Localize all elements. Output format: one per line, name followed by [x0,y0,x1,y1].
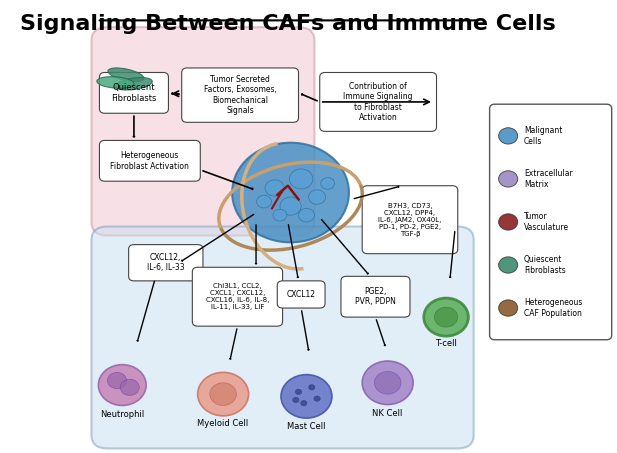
Text: Malignant
Cells: Malignant Cells [524,126,563,145]
Text: Mast Cell: Mast Cell [288,422,326,431]
Circle shape [314,396,320,401]
Circle shape [107,372,126,389]
Circle shape [210,383,236,405]
Text: Extracellular
Matrix: Extracellular Matrix [524,169,573,188]
Text: Neutrophil: Neutrophil [100,410,144,419]
Text: Quiescent
Fibroblasts: Quiescent Fibroblasts [524,255,566,275]
Circle shape [362,361,413,405]
FancyBboxPatch shape [91,226,474,448]
Circle shape [499,214,518,230]
Ellipse shape [108,68,144,82]
Text: Chi3L1, CCL2,
CXCL1, CXCL12,
CXCL16, IL-6, IL-8,
IL-11, IL-33, LIF: Chi3L1, CCL2, CXCL1, CXCL12, CXCL16, IL-… [205,283,269,310]
FancyBboxPatch shape [193,267,283,326]
Text: Contribution of
Immune Signaling
to Fibroblast
Activation: Contribution of Immune Signaling to Fibr… [344,82,413,122]
Ellipse shape [97,77,134,88]
FancyBboxPatch shape [362,186,458,254]
Text: Heterogeneous
Fibroblast Activation: Heterogeneous Fibroblast Activation [110,151,189,170]
Circle shape [265,180,284,196]
Text: B7H3, CD73,
CXCL12, DPP4,
IL-6, JAM2, OX40L,
PD-1, PD-2, PGE2,
TGF-β: B7H3, CD73, CXCL12, DPP4, IL-6, JAM2, OX… [378,202,442,237]
Circle shape [434,307,458,327]
Circle shape [321,178,334,189]
Circle shape [257,195,271,208]
Text: CXCL12,
IL-6, IL-33: CXCL12, IL-6, IL-33 [147,253,184,272]
FancyBboxPatch shape [320,72,436,131]
Text: NK Cell: NK Cell [373,409,403,418]
Circle shape [499,300,518,316]
Text: T-cell: T-cell [435,339,457,348]
FancyBboxPatch shape [277,281,325,308]
Circle shape [197,372,249,416]
Circle shape [424,298,468,336]
Circle shape [292,397,299,403]
Text: Signaling Between CAFs and Immune Cells: Signaling Between CAFs and Immune Cells [20,14,556,34]
Circle shape [499,128,518,144]
Text: Tumor Secreted
Factors, Exosomes,
Biomechanical
Signals: Tumor Secreted Factors, Exosomes, Biomec… [204,75,276,115]
Circle shape [375,371,401,394]
Circle shape [280,197,301,215]
Circle shape [120,379,139,395]
Circle shape [232,143,349,242]
Circle shape [499,171,518,187]
Circle shape [499,257,518,273]
Circle shape [299,208,315,222]
FancyBboxPatch shape [128,245,203,281]
Circle shape [296,389,302,395]
Circle shape [300,400,307,406]
Text: Myeloid Cell: Myeloid Cell [197,419,249,428]
Circle shape [273,209,287,221]
Text: CXCL12: CXCL12 [287,290,316,299]
FancyBboxPatch shape [341,276,410,317]
Circle shape [281,375,332,418]
FancyBboxPatch shape [91,27,315,236]
Text: PGE2,
PVR, PDPN: PGE2, PVR, PDPN [355,287,396,306]
Circle shape [289,169,313,189]
FancyBboxPatch shape [490,104,611,340]
Text: Heterogeneous
CAF Population: Heterogeneous CAF Population [524,299,582,318]
Text: Quiescent
Fibroblasts: Quiescent Fibroblasts [111,83,157,102]
FancyBboxPatch shape [182,68,299,122]
Circle shape [308,190,326,204]
FancyBboxPatch shape [99,72,168,113]
Text: Tumor
Vasculature: Tumor Vasculature [524,212,569,231]
FancyBboxPatch shape [99,140,201,181]
Circle shape [308,385,315,390]
Ellipse shape [115,77,152,90]
Circle shape [98,365,146,405]
